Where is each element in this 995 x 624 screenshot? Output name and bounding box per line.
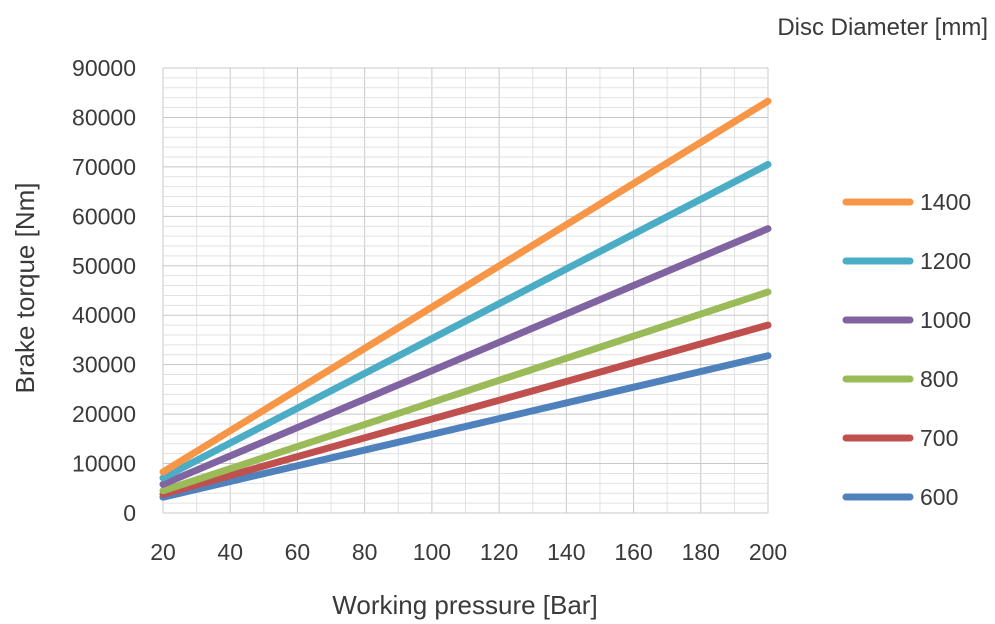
y-tick-label: 80000 bbox=[72, 104, 136, 130]
y-tick-label: 40000 bbox=[72, 302, 136, 328]
series-line-800 bbox=[159, 288, 772, 495]
x-tick-label: 120 bbox=[480, 539, 518, 565]
legend-label-700: 700 bbox=[920, 425, 958, 451]
x-tick-label: 140 bbox=[547, 539, 585, 565]
series-line-1400 bbox=[159, 97, 772, 476]
y-tick-label: 30000 bbox=[72, 352, 136, 378]
y-tick-label: 60000 bbox=[72, 203, 136, 229]
x-tick-label: 160 bbox=[614, 539, 652, 565]
legend-title: Disc Diameter [mm] bbox=[777, 14, 988, 41]
legend-label-1000: 1000 bbox=[920, 307, 971, 333]
x-tick-label: 80 bbox=[352, 539, 378, 565]
y-tick-label: 70000 bbox=[72, 154, 136, 180]
x-tick-label: 200 bbox=[749, 539, 787, 565]
x-tick-label: 60 bbox=[285, 539, 311, 565]
y-tick-label: 10000 bbox=[72, 451, 136, 477]
x-axis-ticks: 20 40 60 80 100 120 140 160 180 200 bbox=[150, 539, 787, 565]
series-line-600 bbox=[159, 352, 772, 501]
legend-label-800: 800 bbox=[920, 366, 958, 392]
y-tick-label: 90000 bbox=[72, 55, 136, 81]
plot-series bbox=[159, 97, 772, 501]
y-tick-label: 0 bbox=[123, 500, 136, 526]
series-line-1200 bbox=[159, 160, 772, 482]
y-tick-label: 20000 bbox=[72, 401, 136, 427]
x-tick-label: 40 bbox=[217, 539, 243, 565]
y-axis-title: Brake torque [Nm] bbox=[10, 183, 40, 394]
y-axis-ticks: 0 10000 20000 30000 40000 50000 60000 70000 8000… bbox=[72, 55, 136, 526]
x-tick-label: 20 bbox=[150, 539, 176, 565]
series-line-700 bbox=[159, 321, 772, 498]
legend-label-1200: 1200 bbox=[920, 248, 971, 274]
x-tick-label: 100 bbox=[413, 539, 451, 565]
y-tick-label: 50000 bbox=[72, 253, 136, 279]
series-line-1000 bbox=[159, 225, 772, 488]
legend-label-1400: 1400 bbox=[920, 189, 971, 215]
x-axis-title: Working pressure [Bar] bbox=[332, 590, 597, 620]
legend-label-600: 600 bbox=[920, 484, 958, 510]
legend: 1400 1200 1000 800 700 600 bbox=[842, 189, 971, 510]
x-tick-label: 180 bbox=[682, 539, 720, 565]
